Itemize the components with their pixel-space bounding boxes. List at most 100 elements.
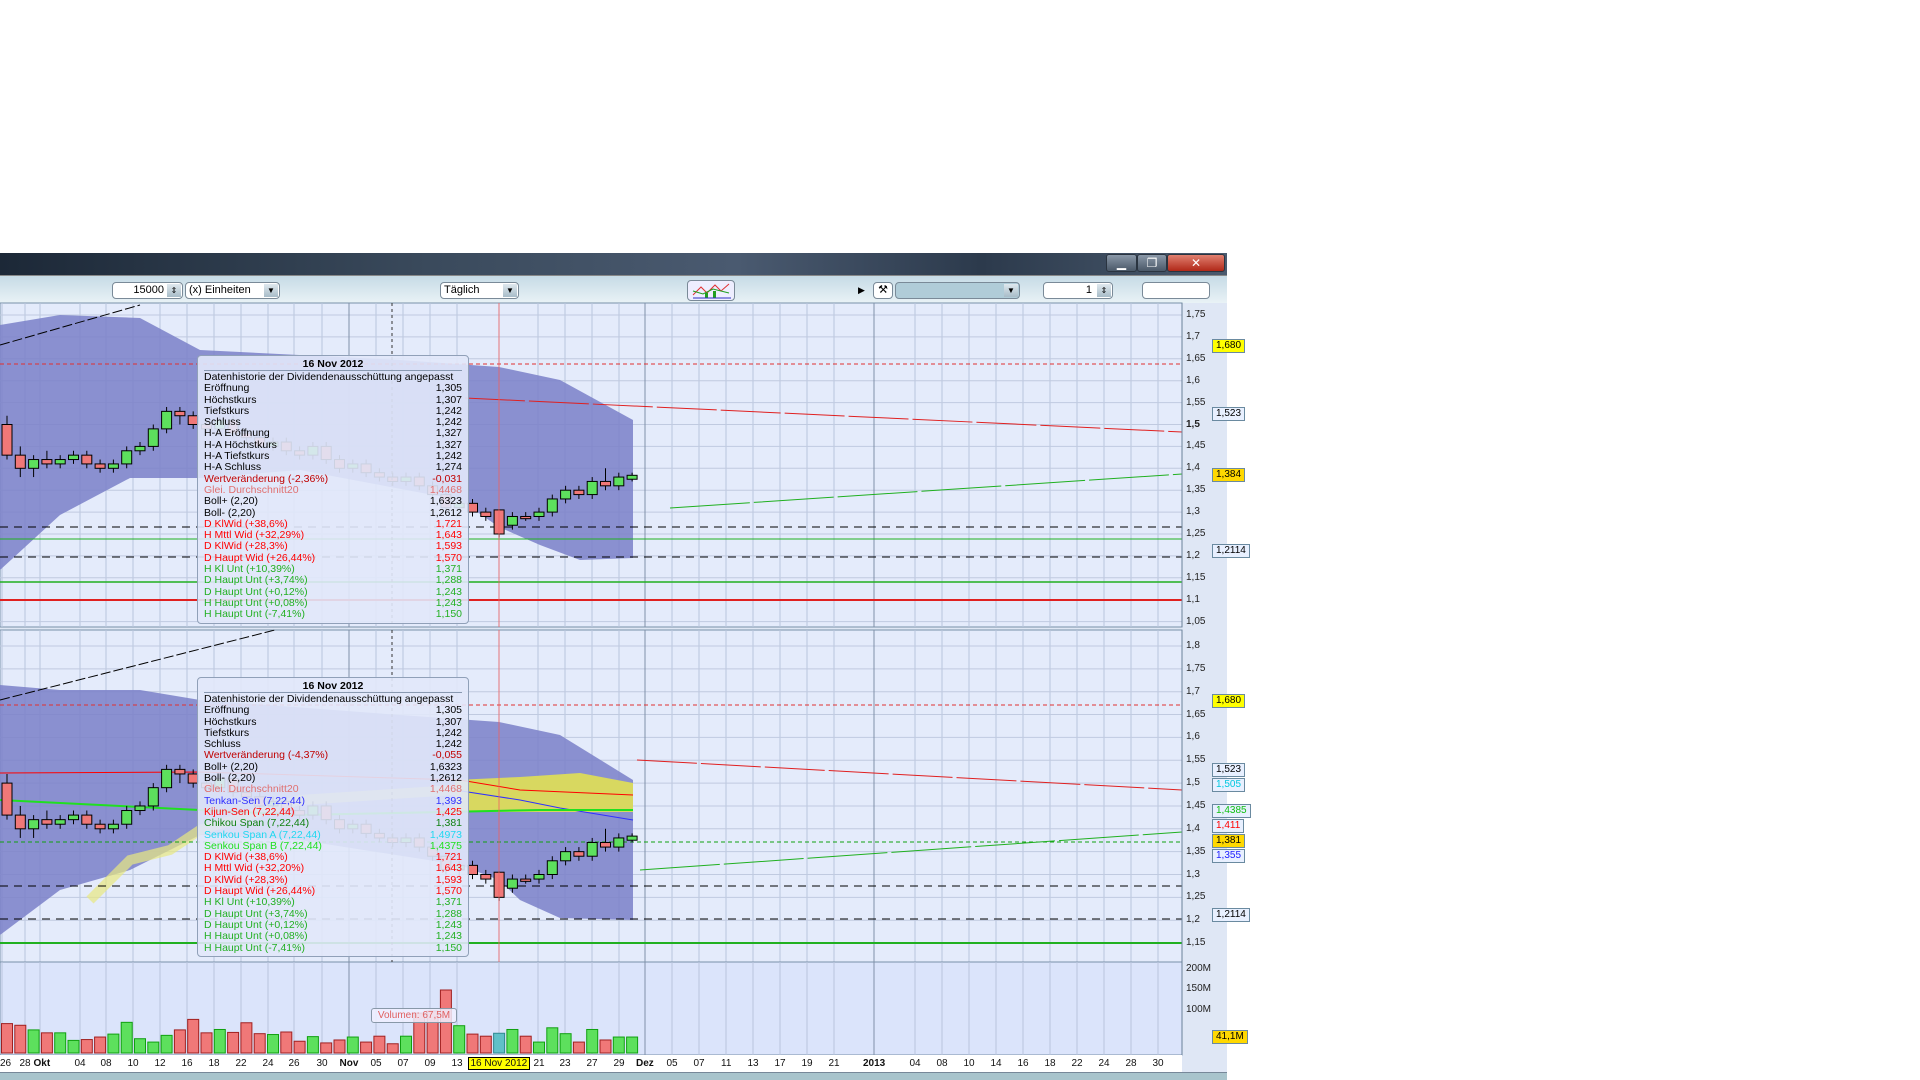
volume-bar xyxy=(14,1024,27,1054)
tools-button[interactable]: ⚒ xyxy=(873,282,893,299)
tooltip-label: D Haupt Unt (+0,12%) xyxy=(204,919,308,931)
candle xyxy=(546,498,558,513)
stepper-arrows-icon[interactable]: ⇕ xyxy=(1097,284,1111,297)
tooltip-value: 1,593 xyxy=(435,541,462,553)
y-axis-tick-label: 1,55 xyxy=(1186,396,1206,408)
volume-bar xyxy=(626,1036,639,1054)
candle xyxy=(121,810,133,825)
tooltip-label: H Kl Unt (+10,39%) xyxy=(204,897,295,909)
units-dropdown[interactable]: (x) Einheiten ▼ xyxy=(185,282,280,299)
quantity-stepper[interactable]: 15000 ⇕ xyxy=(112,282,183,299)
tooltip-value: 1,242 xyxy=(435,417,462,429)
count-stepper[interactable]: 1 ⇕ xyxy=(1043,282,1113,299)
x-axis-tick-label: 12 xyxy=(154,1058,166,1069)
tooltip-row: Boll- (2,20) 1,2612 xyxy=(204,508,462,519)
candle xyxy=(81,454,93,465)
x-axis-tick-label: 10 xyxy=(963,1058,975,1069)
tooltip-value: 1,4375 xyxy=(429,840,462,852)
tooltip-row: D Haupt Unt (+3,74%) 1,288 xyxy=(204,909,462,920)
candle xyxy=(147,428,159,447)
tooltip-value: 1,307 xyxy=(435,716,462,728)
tooltip-value: 1,150 xyxy=(435,609,462,621)
tooltip-value: 1,570 xyxy=(435,552,462,564)
tooltip-row: H-A Höchstkurs 1,327 xyxy=(204,440,462,451)
tooltip-value: 1,305 xyxy=(435,383,462,395)
tooltip-label: H Mttl Wid (+32,20%) xyxy=(204,863,305,875)
tooltip-row: Senkou Span A (7,22,44) 1,4973 xyxy=(204,830,462,841)
tooltip-value: 1,2612 xyxy=(429,507,462,519)
y-axis-tick-label: 1,65 xyxy=(1186,352,1206,364)
tooltip-value: 1,4973 xyxy=(429,829,462,841)
tooltip-row: H Haupt Unt (-7,41%) 1,150 xyxy=(204,609,462,620)
tooltip-value: 1,243 xyxy=(435,931,462,943)
volume-bar xyxy=(479,1035,492,1054)
tooltip-label: H-A Eröffnung xyxy=(204,428,270,440)
candle xyxy=(480,874,492,880)
tooltip-label: H-A Höchstkurs xyxy=(204,439,277,451)
tooltip-value: 1,242 xyxy=(435,727,462,739)
price-marker-badge: 1,523 xyxy=(1212,763,1246,778)
candle xyxy=(600,842,611,848)
y-axis-tick-label: 1,75 xyxy=(1186,662,1206,674)
date-axis xyxy=(0,1055,1182,1072)
volume-bar xyxy=(612,1036,625,1054)
y-axis-tick-label: 1,25 xyxy=(1186,528,1206,539)
tooltip-row: Schluss 1,242 xyxy=(204,417,462,428)
candle xyxy=(41,459,53,465)
tooltip-label: Glei. Durchschnitt20 xyxy=(204,484,299,496)
x-axis-tick-label: 09 xyxy=(424,1058,436,1069)
x-axis-tick-label: 30 xyxy=(1152,1058,1164,1069)
x-axis-tick-label: 29 xyxy=(613,1058,625,1069)
value-input[interactable] xyxy=(1142,282,1210,299)
candle xyxy=(147,787,159,807)
tooltip-row: Boll+ (2,20) 1,6323 xyxy=(204,496,462,507)
x-axis-tick-label: 05 xyxy=(370,1058,382,1069)
volume-bar xyxy=(94,1036,107,1054)
tooltip-label: H Haupt Unt (-7,41%) xyxy=(204,942,305,954)
indicator-chart-button[interactable] xyxy=(687,280,735,301)
trend-line xyxy=(669,473,1183,509)
tooltip-value: 1,643 xyxy=(435,863,462,875)
candle xyxy=(520,878,532,882)
close-button[interactable]: ✕ xyxy=(1167,254,1225,272)
volume-bar xyxy=(120,1021,133,1054)
tooltip-row: H-A Tiefstkurs 1,242 xyxy=(204,451,462,462)
price-marker-badge: 1,505 xyxy=(1212,778,1246,793)
x-axis-tick-label: 05 xyxy=(666,1058,678,1069)
x-axis-tick-label: 14 xyxy=(990,1058,1002,1069)
candle xyxy=(533,874,545,880)
candle xyxy=(28,819,40,830)
minimize-button[interactable]: ▁ xyxy=(1106,254,1137,272)
volume-bar xyxy=(546,1027,559,1054)
tooltip-label: Boll+ (2,20) xyxy=(204,496,258,508)
period-dropdown[interactable]: Täglich ▼ xyxy=(440,282,519,299)
volume-bar xyxy=(293,1040,306,1054)
tooltip-label: Kijun-Sen (7,22,44) xyxy=(204,806,295,818)
tooltip-label: Tiefstkurs xyxy=(204,727,250,739)
tooltip-label: Höchstkurs xyxy=(204,394,257,406)
tooltip-value: 1,721 xyxy=(435,852,462,864)
x-axis-tick-label: Nov xyxy=(339,1058,359,1069)
y-axis-tick-label: 1,15 xyxy=(1186,937,1206,949)
candle xyxy=(626,835,638,841)
stepper-arrows-icon[interactable]: ⇕ xyxy=(167,284,181,297)
tooltip-value: 1,242 xyxy=(435,451,462,463)
expand-arrow-icon[interactable]: ▶ xyxy=(858,285,865,295)
tooltip-row: H Kl Unt (+10,39%) 1,371 xyxy=(204,564,462,575)
ichimoku-cloud xyxy=(455,773,633,812)
volume-bar xyxy=(134,1038,146,1054)
tenkan-sen-line xyxy=(454,789,634,821)
x-axis-tick-label: 08 xyxy=(100,1058,112,1069)
volume-bar xyxy=(80,1039,93,1054)
candle xyxy=(1,424,13,456)
y-axis-tick-label: 1,15 xyxy=(1186,571,1206,583)
tooltip-value: 1,425 xyxy=(435,806,462,818)
x-axis-tick-label: 2013 xyxy=(863,1058,886,1069)
candle xyxy=(467,864,478,875)
tooltip-value: 1,4468 xyxy=(429,784,462,796)
trend-line xyxy=(0,304,141,346)
maximize-button[interactable]: ❐ xyxy=(1137,254,1167,272)
candle xyxy=(573,851,585,857)
tooltip-value: 1,371 xyxy=(435,564,462,576)
symbol-combo[interactable]: ▼ xyxy=(895,282,1020,299)
